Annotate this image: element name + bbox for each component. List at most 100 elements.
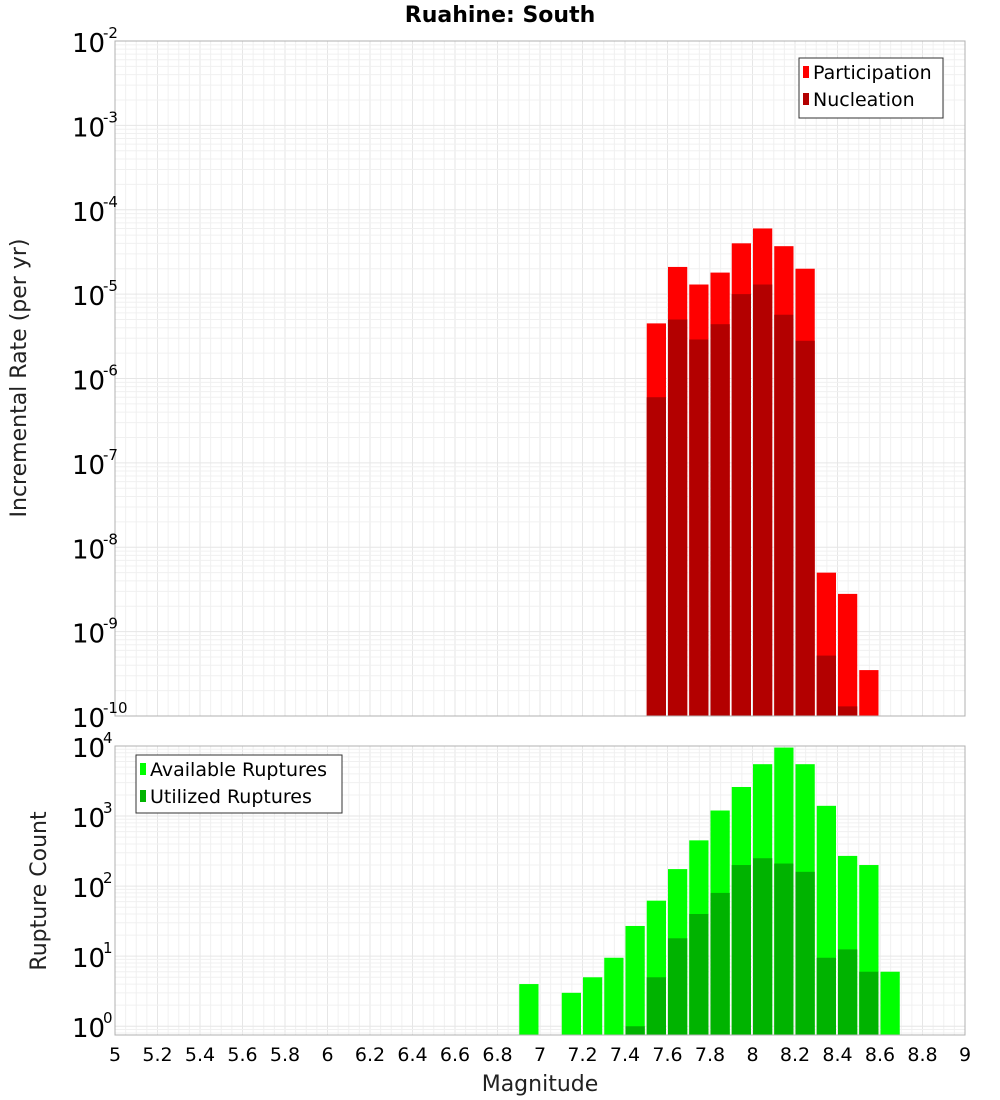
top-y-tick-label: 10-5 — [72, 277, 118, 312]
bottom-y-axis-label: Rupture Count — [27, 811, 52, 971]
x-tick-label: 6.2 — [355, 1044, 385, 1066]
x-ticks: 5 5.2 5.4 5.6 5.8 6 6.2 6.4 6.6 6.8 7 7.2 7.4 7.6 7.8 8… — [109, 1044, 971, 1066]
tick-exponent: 4 — [103, 729, 113, 747]
top-plot-frame — [114, 40, 966, 717]
x-tick-label: 8.4 — [822, 1044, 852, 1066]
tick-base: 10 — [72, 704, 105, 734]
bottom-legend-box — [135, 754, 343, 814]
bottom-bar-utilized-ruptures — [731, 865, 751, 1035]
bottom-bar-utilized-ruptures — [753, 858, 773, 1035]
top-bar-nucleation — [753, 284, 773, 716]
tick-exponent: 3 — [103, 799, 113, 817]
bottom-y-tick-label: 104 — [72, 729, 113, 764]
top-y-tick-label: 10-3 — [72, 108, 118, 143]
tick-base: 10 — [72, 282, 105, 312]
top-bar-nucleation — [795, 340, 815, 716]
tick-exponent: -10 — [103, 699, 128, 717]
bottom-y-tick-label: 103 — [72, 799, 113, 834]
bottom-bar-utilized-ruptures — [838, 949, 858, 1035]
bottom-bar-available-ruptures — [880, 971, 900, 1035]
top-bar-nucleation — [731, 294, 751, 716]
bottom-bars — [519, 747, 900, 1035]
tick-base: 10 — [72, 1014, 105, 1044]
x-tick-label: 5 — [109, 1044, 121, 1066]
x-tick-label: 5.4 — [185, 1044, 215, 1066]
tick-base: 10 — [72, 804, 105, 834]
top-y-tick-label: 10-9 — [72, 615, 118, 650]
top-legend: Participation Nucleation — [798, 57, 944, 119]
x-tick-label: 5.2 — [142, 1044, 172, 1066]
x-tick-label: 8.8 — [907, 1044, 937, 1066]
chart-title: Ruahine: South — [405, 3, 596, 28]
bottom-y-tick-label: 101 — [72, 939, 113, 974]
bottom-bar-utilized-ruptures — [774, 863, 794, 1035]
top-y-axis-label: Incremental Rate (per yr) — [7, 239, 32, 518]
bottom-bar-utilized-ruptures — [710, 892, 730, 1035]
tick-exponent: -8 — [103, 530, 118, 548]
top-bar-nucleation — [816, 655, 836, 716]
top-legend-label: Participation — [813, 62, 932, 84]
tick-base: 10 — [72, 620, 105, 650]
x-tick-label: 8.2 — [780, 1044, 810, 1066]
x-tick-label: 9 — [959, 1044, 971, 1066]
bottom-legend-label: Utilized Ruptures — [150, 786, 312, 808]
tick-base: 10 — [72, 734, 105, 764]
x-tick-label: 8 — [746, 1044, 758, 1066]
top-bar-nucleation — [646, 397, 666, 716]
tick-base: 10 — [72, 944, 105, 974]
bottom-bar-available-ruptures — [625, 925, 645, 1035]
bottom-bar-utilized-ruptures — [859, 971, 879, 1035]
bottom-legend-swatch — [140, 790, 146, 802]
bottom-bar-available-ruptures — [519, 984, 539, 1035]
bottom-y-tick-label: 102 — [72, 869, 113, 904]
x-tick-label: 6.4 — [397, 1044, 427, 1066]
top-y-tick-label: 10-2 — [72, 24, 118, 59]
bottom-bar-utilized-ruptures — [668, 938, 688, 1035]
top-y-tick-label: 10-8 — [72, 530, 118, 565]
top-y-tick-label: 10-4 — [72, 193, 118, 228]
tick-exponent: 1 — [103, 939, 113, 957]
tick-exponent: -7 — [103, 446, 118, 464]
tick-base: 10 — [72, 198, 105, 228]
top-bar-nucleation — [838, 706, 858, 716]
top-grid — [114, 40, 966, 717]
bottom-bar-utilized-ruptures — [689, 914, 709, 1035]
bottom-legend-swatch — [140, 763, 146, 775]
tick-base: 10 — [72, 367, 105, 397]
bottom-bar-available-ruptures — [583, 977, 603, 1035]
tick-exponent: 2 — [103, 869, 113, 887]
bottom-bar-utilized-ruptures — [816, 957, 836, 1035]
tick-base: 10 — [72, 451, 105, 481]
top-bars — [646, 228, 879, 717]
top-bar-nucleation — [689, 339, 709, 716]
x-axis-label: Magnitude — [482, 1072, 599, 1097]
x-tick-label: 6 — [321, 1044, 333, 1066]
bottom-plot-frame — [114, 745, 966, 1036]
bottom-bar-utilized-ruptures — [795, 871, 815, 1035]
x-tick-label: 7.8 — [695, 1044, 725, 1066]
top-legend-swatch — [803, 93, 809, 105]
tick-exponent: -3 — [103, 108, 118, 126]
bottom-bar-utilized-ruptures — [625, 1026, 645, 1035]
top-y-tick-label: 10-6 — [72, 362, 118, 397]
x-tick-label: 8.6 — [865, 1044, 895, 1066]
top-legend-swatch — [803, 66, 809, 78]
tick-exponent: -4 — [103, 193, 118, 211]
top-bar-participation — [859, 670, 879, 716]
top-bar-nucleation — [668, 319, 688, 716]
x-tick-label: 7.6 — [652, 1044, 682, 1066]
top-bar-nucleation — [710, 324, 730, 716]
x-tick-label: 5.8 — [270, 1044, 300, 1066]
bottom-legend-label: Available Ruptures — [150, 759, 327, 781]
bottom-bar-available-ruptures — [604, 957, 624, 1035]
tick-base: 10 — [72, 113, 105, 143]
bottom-bar-available-ruptures — [561, 992, 581, 1035]
tick-exponent: -6 — [103, 362, 118, 380]
tick-base: 10 — [72, 535, 105, 565]
bottom-legend: Available Ruptures Utilized Ruptures — [135, 754, 343, 814]
top-legend-box — [798, 57, 944, 119]
tick-exponent: -5 — [103, 277, 118, 295]
